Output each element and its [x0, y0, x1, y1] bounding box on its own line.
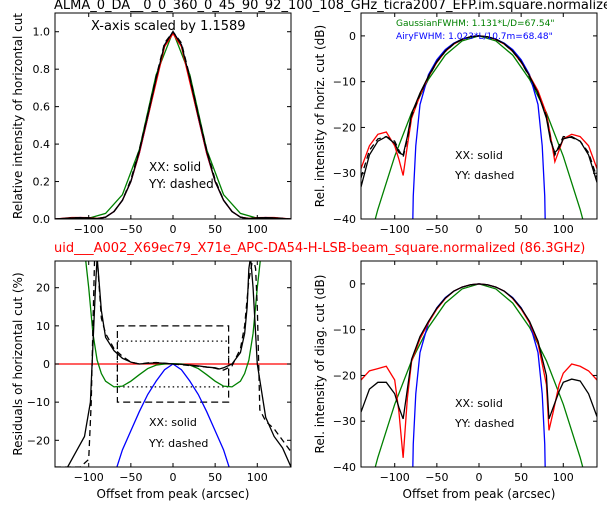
- x-tick-label: 100: [247, 471, 268, 484]
- annotation: XX: solid: [455, 397, 503, 410]
- y-tick-label: −10: [27, 396, 50, 409]
- annotation: XX: solid: [149, 416, 197, 429]
- x-tick-label: 100: [247, 223, 268, 236]
- annotation: YY: dashed: [454, 169, 514, 182]
- x-tick-label: 50: [514, 223, 528, 236]
- x-tick-label: 50: [208, 223, 222, 236]
- axes-frame: [360, 12, 598, 220]
- x-tick-label: 0: [476, 471, 483, 484]
- y-tick-label: 0.2: [33, 176, 51, 189]
- x-tick-label: 50: [208, 471, 222, 484]
- plot-area: [55, 29, 291, 219]
- legend-entry: AiryFWHM: 1.023*L/10.7m=68.48": [396, 32, 553, 42]
- plot-area: [361, 35, 597, 219]
- x-axis-label: Offset from peak (arcsec): [97, 487, 250, 501]
- x-tick-label: 0: [170, 471, 177, 484]
- title-middle: uid___A002_X69ec79_X71e_APC-DA54-H-LSB-b…: [54, 241, 585, 256]
- chart-top-left: −100 −50 0 50 100 0.0 0.2 0.4 0.6 0.8 1.0 Relative …: [11, 12, 292, 236]
- x-axis-label: Offset from peak (arcsec): [403, 487, 556, 501]
- series-red-line: [55, 32, 291, 219]
- y-tick-label: −20: [27, 434, 50, 447]
- y-tick-label: −30: [333, 167, 356, 180]
- y-tick-label: 0.6: [33, 101, 51, 114]
- series-green-line: [85, 261, 261, 388]
- y-tick-label: −10: [333, 324, 356, 337]
- x-tick-label: −50: [119, 471, 142, 484]
- plot-area: [361, 283, 597, 467]
- legend-entry: GaussianFWHM: 1.131*L/D=67.54": [396, 19, 554, 29]
- panels: −100 −50 0 50 1000.00.20.40.60.81.0Relative …: [11, 12, 598, 501]
- y-tick-label: 0.4: [33, 138, 51, 151]
- annotation: YY: dashed: [148, 437, 208, 450]
- annotation: XX: solid: [149, 160, 201, 174]
- annotation: X-axis scaled by 1.1589: [91, 19, 246, 34]
- x-tick-label: −50: [425, 471, 448, 484]
- x-tick-label: 0: [170, 223, 177, 236]
- x-tick-label: −100: [74, 471, 104, 484]
- y-tick-label: 0.0: [33, 213, 51, 226]
- y-tick-label: −10: [333, 76, 356, 89]
- series-black-line: [361, 35, 597, 188]
- series-black-dashed-line: [55, 261, 291, 467]
- y-tick-label: 20: [36, 282, 50, 295]
- x-tick-label: −100: [380, 471, 410, 484]
- y-tick-label: 0: [43, 358, 50, 371]
- x-tick-label: 100: [553, 223, 574, 236]
- series-black-line: [361, 283, 597, 420]
- x-tick-label: −100: [380, 223, 410, 236]
- series-blue-line: [412, 35, 546, 219]
- series-black-dashed-line: [55, 30, 291, 219]
- x-tick-label: −50: [119, 223, 142, 236]
- axes-frame: [360, 260, 598, 468]
- x-tick-label: −50: [425, 223, 448, 236]
- y-axis-label: Rel. intensity of diag. cut (dB): [313, 275, 327, 454]
- y-tick-label: −40: [333, 213, 356, 226]
- x-tick-label: −100: [74, 223, 104, 236]
- y-tick-label: −20: [333, 369, 356, 382]
- x-tick-label: 100: [553, 471, 574, 484]
- series-black-dashed-line: [361, 35, 597, 179]
- y-tick-label: 10: [36, 320, 50, 333]
- series-red-line: [361, 283, 597, 458]
- x-tick-label: 0: [476, 223, 483, 236]
- y-tick-label: 0: [349, 30, 356, 43]
- y-tick-label: 0.8: [33, 63, 51, 76]
- annotation: YY: dashed: [148, 177, 214, 191]
- plot-area: [55, 261, 291, 467]
- x-tick-label: 50: [514, 471, 528, 484]
- title-top: ALMA_0_DA__0_0_360_0_45_90_92_100_108_GH…: [54, 0, 607, 13]
- y-tick-label: −40: [333, 461, 356, 474]
- y-axis-label: Residuals of horizontal cut (%): [11, 272, 25, 455]
- annotation: YY: dashed: [454, 417, 514, 430]
- y-tick-label: −20: [333, 121, 356, 134]
- y-tick-label: −30: [333, 415, 356, 428]
- y-tick-label: 0: [349, 278, 356, 291]
- box-dotted: [116, 340, 230, 388]
- annotation: XX: solid: [455, 149, 503, 162]
- y-axis-label: Relative intensity of horizontal cut: [11, 13, 25, 219]
- y-tick-label: 1.0: [33, 26, 51, 39]
- y-axis-label: Rel. intensity of horiz. cut (dB): [313, 25, 327, 207]
